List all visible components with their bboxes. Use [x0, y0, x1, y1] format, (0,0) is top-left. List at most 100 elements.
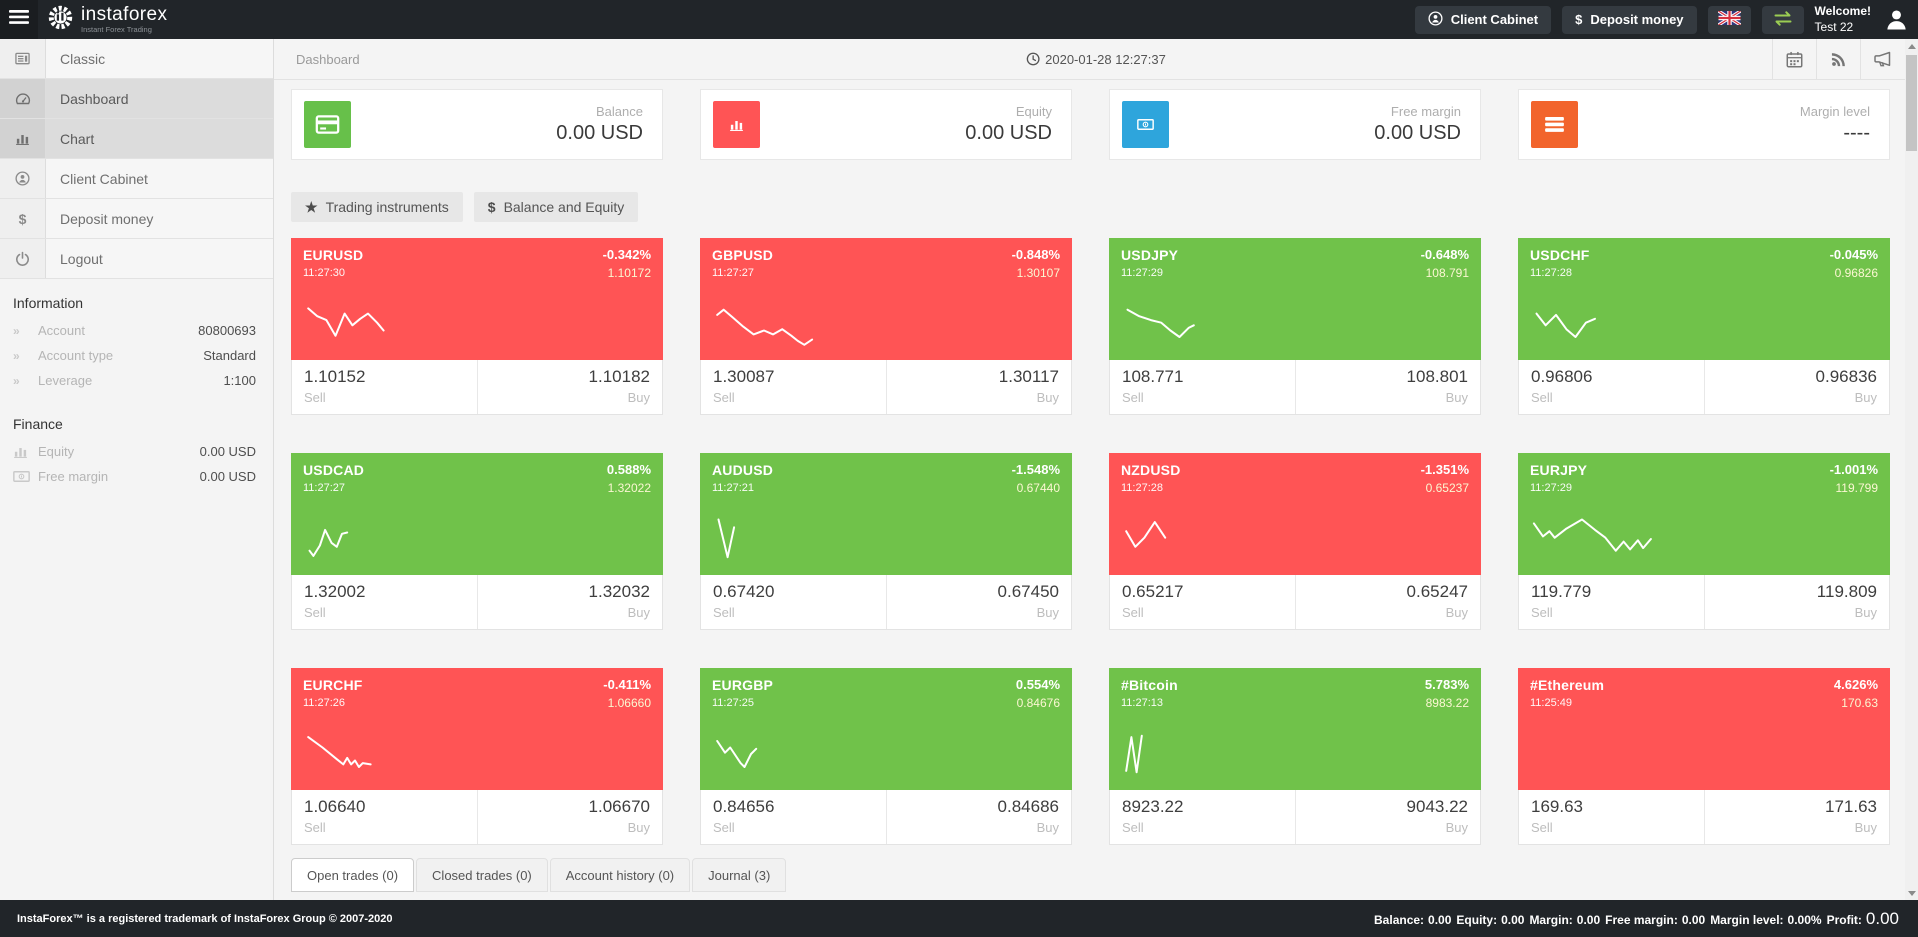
tile-quote-area[interactable]: NZDUSD 11:27:28 -1.351% 0.65237 [1109, 453, 1481, 575]
finance-value: 0.00 USD [199, 469, 256, 484]
instrument-tile[interactable]: USDJPY 11:27:29 -0.648% 108.791 [1109, 238, 1481, 415]
instrument-symbol: EURCHF [303, 677, 363, 693]
tab[interactable]: Open trades (0) [291, 858, 415, 892]
user-avatar-icon[interactable] [1884, 7, 1909, 32]
sell-button[interactable]: 0.96806 Sell [1519, 360, 1704, 414]
sidebar-item[interactable]: Dashboard [0, 79, 273, 119]
buy-price: 1.30117 [998, 367, 1059, 386]
quote-price: 1.30107 [1016, 266, 1060, 280]
instrument-tile[interactable]: AUDUSD 11:27:21 -1.548% 0.67440 [700, 453, 1072, 630]
megaphone-icon[interactable] [1860, 38, 1904, 80]
sell-button[interactable]: 169.63 Sell [1519, 790, 1704, 844]
filter-button[interactable]: $ Balance and Equity [473, 192, 639, 222]
scroll-down-icon[interactable] [1905, 886, 1918, 900]
sell-button[interactable]: 0.65217 Sell [1110, 575, 1295, 629]
sparkline-chart [303, 513, 433, 565]
main-content: Dashboard 2020-01-28 12:27:37 [274, 38, 1918, 900]
buy-button[interactable]: 0.67450 Buy [885, 575, 1072, 629]
change-percent: -0.648% [1420, 247, 1469, 262]
sell-button[interactable]: 1.10152 Sell [292, 360, 477, 414]
tab[interactable]: Closed trades (0) [416, 858, 548, 892]
currency-swap-button[interactable] [1761, 5, 1804, 34]
sell-button[interactable]: 1.30087 Sell [701, 360, 886, 414]
instrument-tile[interactable]: #Bitcoin 11:27:13 5.783% 8983.22 [1109, 668, 1481, 845]
calendar-icon[interactable] [1772, 38, 1816, 80]
tile-quote-area[interactable]: AUDUSD 11:27:21 -1.548% 0.67440 [700, 453, 1072, 575]
tile-quote-area[interactable]: USDJPY 11:27:29 -0.648% 108.791 [1109, 238, 1481, 360]
topbar-button-label: Deposit money [1590, 12, 1684, 27]
quote-time: 11:27:30 [303, 267, 346, 279]
sell-button[interactable]: 0.67420 Sell [701, 575, 886, 629]
scroll-up-icon[interactable] [1905, 39, 1918, 53]
buy-button[interactable]: 119.809 Buy [1703, 575, 1890, 629]
instrument-tile[interactable]: USDCHF 11:27:28 -0.045% 0.96826 [1518, 238, 1890, 415]
tile-quote-area[interactable]: GBPUSD 11:27:27 -0.848% 1.30107 [700, 238, 1072, 360]
topbar-button[interactable]: Client Cabinet [1414, 5, 1552, 34]
sell-button[interactable]: 119.779 Sell [1519, 575, 1704, 629]
sidebar-item[interactable]: Client Cabinet [0, 159, 273, 199]
sell-label: Sell [1122, 820, 1144, 835]
uk-flag-icon [1717, 9, 1741, 28]
tile-quote-area[interactable]: #Bitcoin 11:27:13 5.783% 8983.22 [1109, 668, 1481, 790]
tile-quote-area[interactable]: EURCHF 11:27:26 -0.411% 1.06660 [291, 668, 663, 790]
instrument-tile[interactable]: EURUSD 11:27:30 -0.342% 1.10172 [291, 238, 663, 415]
sparkline-chart [712, 728, 842, 780]
quote-price: 1.06660 [607, 696, 651, 710]
change-percent: -0.848% [1011, 247, 1060, 262]
sidebar-item[interactable]: Chart [0, 119, 273, 159]
sidebar-item-label: Chart [46, 119, 273, 158]
tile-quote-area[interactable]: EURUSD 11:27:30 -0.342% 1.10172 [291, 238, 663, 360]
stat-value: 0.00 USD [965, 122, 1052, 144]
tab[interactable]: Account history (0) [549, 858, 691, 892]
instrument-tile[interactable]: NZDUSD 11:27:28 -1.351% 0.65237 [1109, 453, 1481, 630]
buy-button[interactable]: 108.801 Buy [1294, 360, 1481, 414]
tab[interactable]: Journal (3) [692, 858, 787, 892]
instrument-tile[interactable]: EURGBP 11:27:25 0.554% 0.84676 [700, 668, 1072, 845]
buy-button[interactable]: 0.65247 Buy [1294, 575, 1481, 629]
sell-button[interactable]: 108.771 Sell [1110, 360, 1295, 414]
buy-button[interactable]: 0.84686 Buy [885, 790, 1072, 844]
topbar-button[interactable]: $ Deposit money [1562, 5, 1697, 34]
instrument-tile[interactable]: USDCAD 11:27:27 0.588% 1.32022 [291, 453, 663, 630]
instrument-symbol: USDCHF [1530, 247, 1590, 263]
language-flag-button[interactable] [1707, 5, 1751, 34]
quote-price: 170.63 [1841, 696, 1878, 710]
sell-button[interactable]: 0.84656 Sell [701, 790, 886, 844]
tile-quote-area[interactable]: EURJPY 11:27:29 -1.001% 119.799 [1518, 453, 1890, 575]
buy-button[interactable]: 1.06670 Buy [476, 790, 663, 844]
tile-quote-area[interactable]: #Ethereum 11:25:49 4.626% 170.63 [1518, 668, 1890, 790]
quote-time: 11:27:28 [1530, 267, 1573, 279]
hamburger-icon[interactable] [9, 9, 29, 30]
rss-icon[interactable] [1816, 38, 1860, 80]
buy-button[interactable]: 1.32032 Buy [476, 575, 663, 629]
hamburger-menu-button[interactable] [0, 0, 38, 39]
tile-quote-area[interactable]: EURGBP 11:27:25 0.554% 0.84676 [700, 668, 1072, 790]
instrument-tile[interactable]: EURCHF 11:27:26 -0.411% 1.06660 [291, 668, 663, 845]
instrument-tile[interactable]: GBPUSD 11:27:27 -0.848% 1.30107 [700, 238, 1072, 415]
instrument-tile[interactable]: EURJPY 11:27:29 -1.001% 119.799 [1518, 453, 1890, 630]
tile-quote-area[interactable]: USDCAD 11:27:27 0.588% 1.32022 [291, 453, 663, 575]
banknote-icon [13, 470, 38, 483]
tile-quote-area[interactable]: USDCHF 11:27:28 -0.045% 0.96826 [1518, 238, 1890, 360]
buy-button[interactable]: 1.10182 Buy [476, 360, 663, 414]
buy-button[interactable]: 0.96836 Buy [1703, 360, 1890, 414]
change-percent: -0.342% [602, 247, 651, 262]
sell-button[interactable]: 1.32002 Sell [292, 575, 477, 629]
buy-button[interactable]: 9043.22 Buy [1294, 790, 1481, 844]
sparkline-chart [1121, 298, 1251, 350]
buy-button[interactable]: 1.30117 Buy [885, 360, 1072, 414]
instaforex-logo: instaforex Instant Forex Trading [47, 4, 167, 36]
scrollbar-thumb[interactable] [1906, 55, 1917, 151]
sell-button[interactable]: 1.06640 Sell [292, 790, 477, 844]
sidebar-item[interactable]: $ Deposit money [0, 199, 273, 239]
buy-button[interactable]: 171.63 Buy [1703, 790, 1890, 844]
sidebar-item[interactable]: Logout [0, 239, 273, 279]
sidebar-item[interactable]: Classic [0, 39, 273, 79]
instrument-tile[interactable]: #Ethereum 11:25:49 4.626% 170.63 [1518, 668, 1890, 845]
top-bar: instaforex Instant Forex Trading Client … [0, 0, 1918, 39]
quote-price: 119.799 [1835, 481, 1879, 495]
logo-tagline: Instant Forex Trading [81, 25, 152, 35]
filter-button[interactable]: ★ Trading instruments [291, 192, 463, 222]
sell-button[interactable]: 8923.22 Sell [1110, 790, 1295, 844]
tab-label: Closed trades (0) [432, 867, 532, 883]
